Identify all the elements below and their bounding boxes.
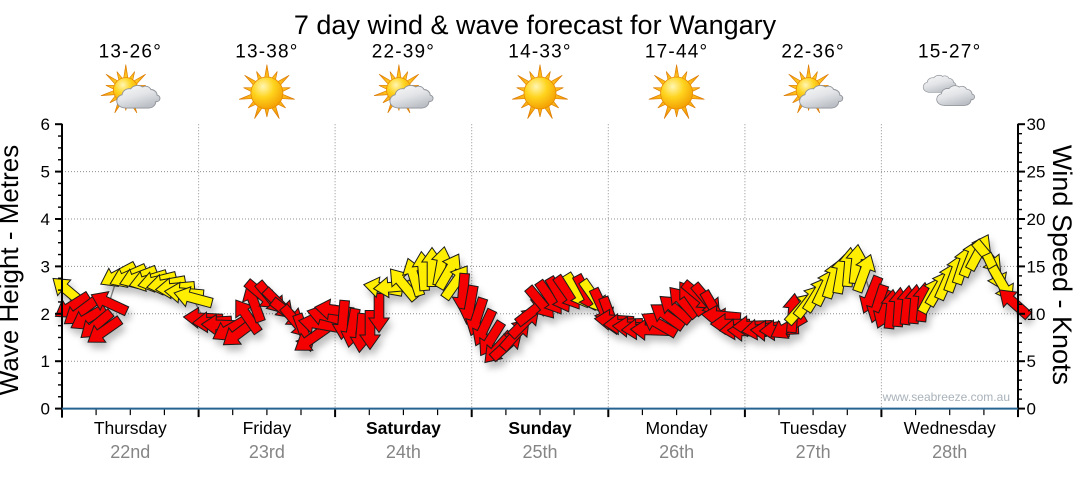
svg-text:10: 10 (1027, 305, 1046, 324)
svg-text:26th: 26th (659, 442, 694, 462)
svg-text:Wednesday: Wednesday (904, 418, 996, 438)
svg-text:22nd: 22nd (110, 442, 150, 462)
svg-text:3: 3 (41, 257, 50, 276)
svg-text:17-44°: 17-44° (645, 42, 708, 63)
svg-text:Friday: Friday (243, 418, 292, 438)
svg-text:Sunday: Sunday (508, 418, 571, 438)
svg-text:0: 0 (1027, 400, 1036, 419)
svg-text:7 day wind & wave forecast for: 7 day wind & wave forecast for Wangary (294, 10, 777, 40)
svg-text:Thursday: Thursday (94, 418, 167, 438)
svg-text:15-27°: 15-27° (918, 42, 981, 63)
svg-text:25th: 25th (522, 442, 557, 462)
svg-text:Wind Speed - Knots: Wind Speed - Knots (1047, 145, 1077, 385)
svg-text:23rd: 23rd (249, 442, 285, 462)
svg-text:22-36°: 22-36° (781, 42, 844, 63)
svg-text:15: 15 (1027, 257, 1046, 276)
svg-text:30: 30 (1027, 115, 1046, 134)
svg-text:25: 25 (1027, 163, 1046, 182)
svg-text:1: 1 (41, 352, 50, 371)
svg-text:13-38°: 13-38° (235, 42, 298, 63)
svg-text:6: 6 (41, 115, 50, 134)
svg-text:13-26°: 13-26° (99, 42, 162, 63)
svg-text:22-39°: 22-39° (372, 42, 435, 63)
svg-text:Monday: Monday (645, 418, 708, 438)
svg-text:2: 2 (41, 305, 50, 324)
svg-text:Tuesday: Tuesday (780, 418, 847, 438)
svg-text:5: 5 (1027, 352, 1036, 371)
svg-text:24th: 24th (386, 442, 421, 462)
svg-text:4: 4 (41, 210, 50, 229)
svg-text:Saturday: Saturday (366, 418, 441, 438)
svg-text:20: 20 (1027, 210, 1046, 229)
svg-text:27th: 27th (796, 442, 831, 462)
svg-text:0: 0 (41, 400, 50, 419)
svg-text:Wave Height - Metres: Wave Height - Metres (0, 145, 24, 395)
svg-text:14-33°: 14-33° (508, 42, 571, 63)
svg-text:www.seabreeze.com.au: www.seabreeze.com.au (882, 390, 1010, 404)
svg-text:28th: 28th (932, 442, 967, 462)
svg-text:5: 5 (41, 163, 50, 182)
